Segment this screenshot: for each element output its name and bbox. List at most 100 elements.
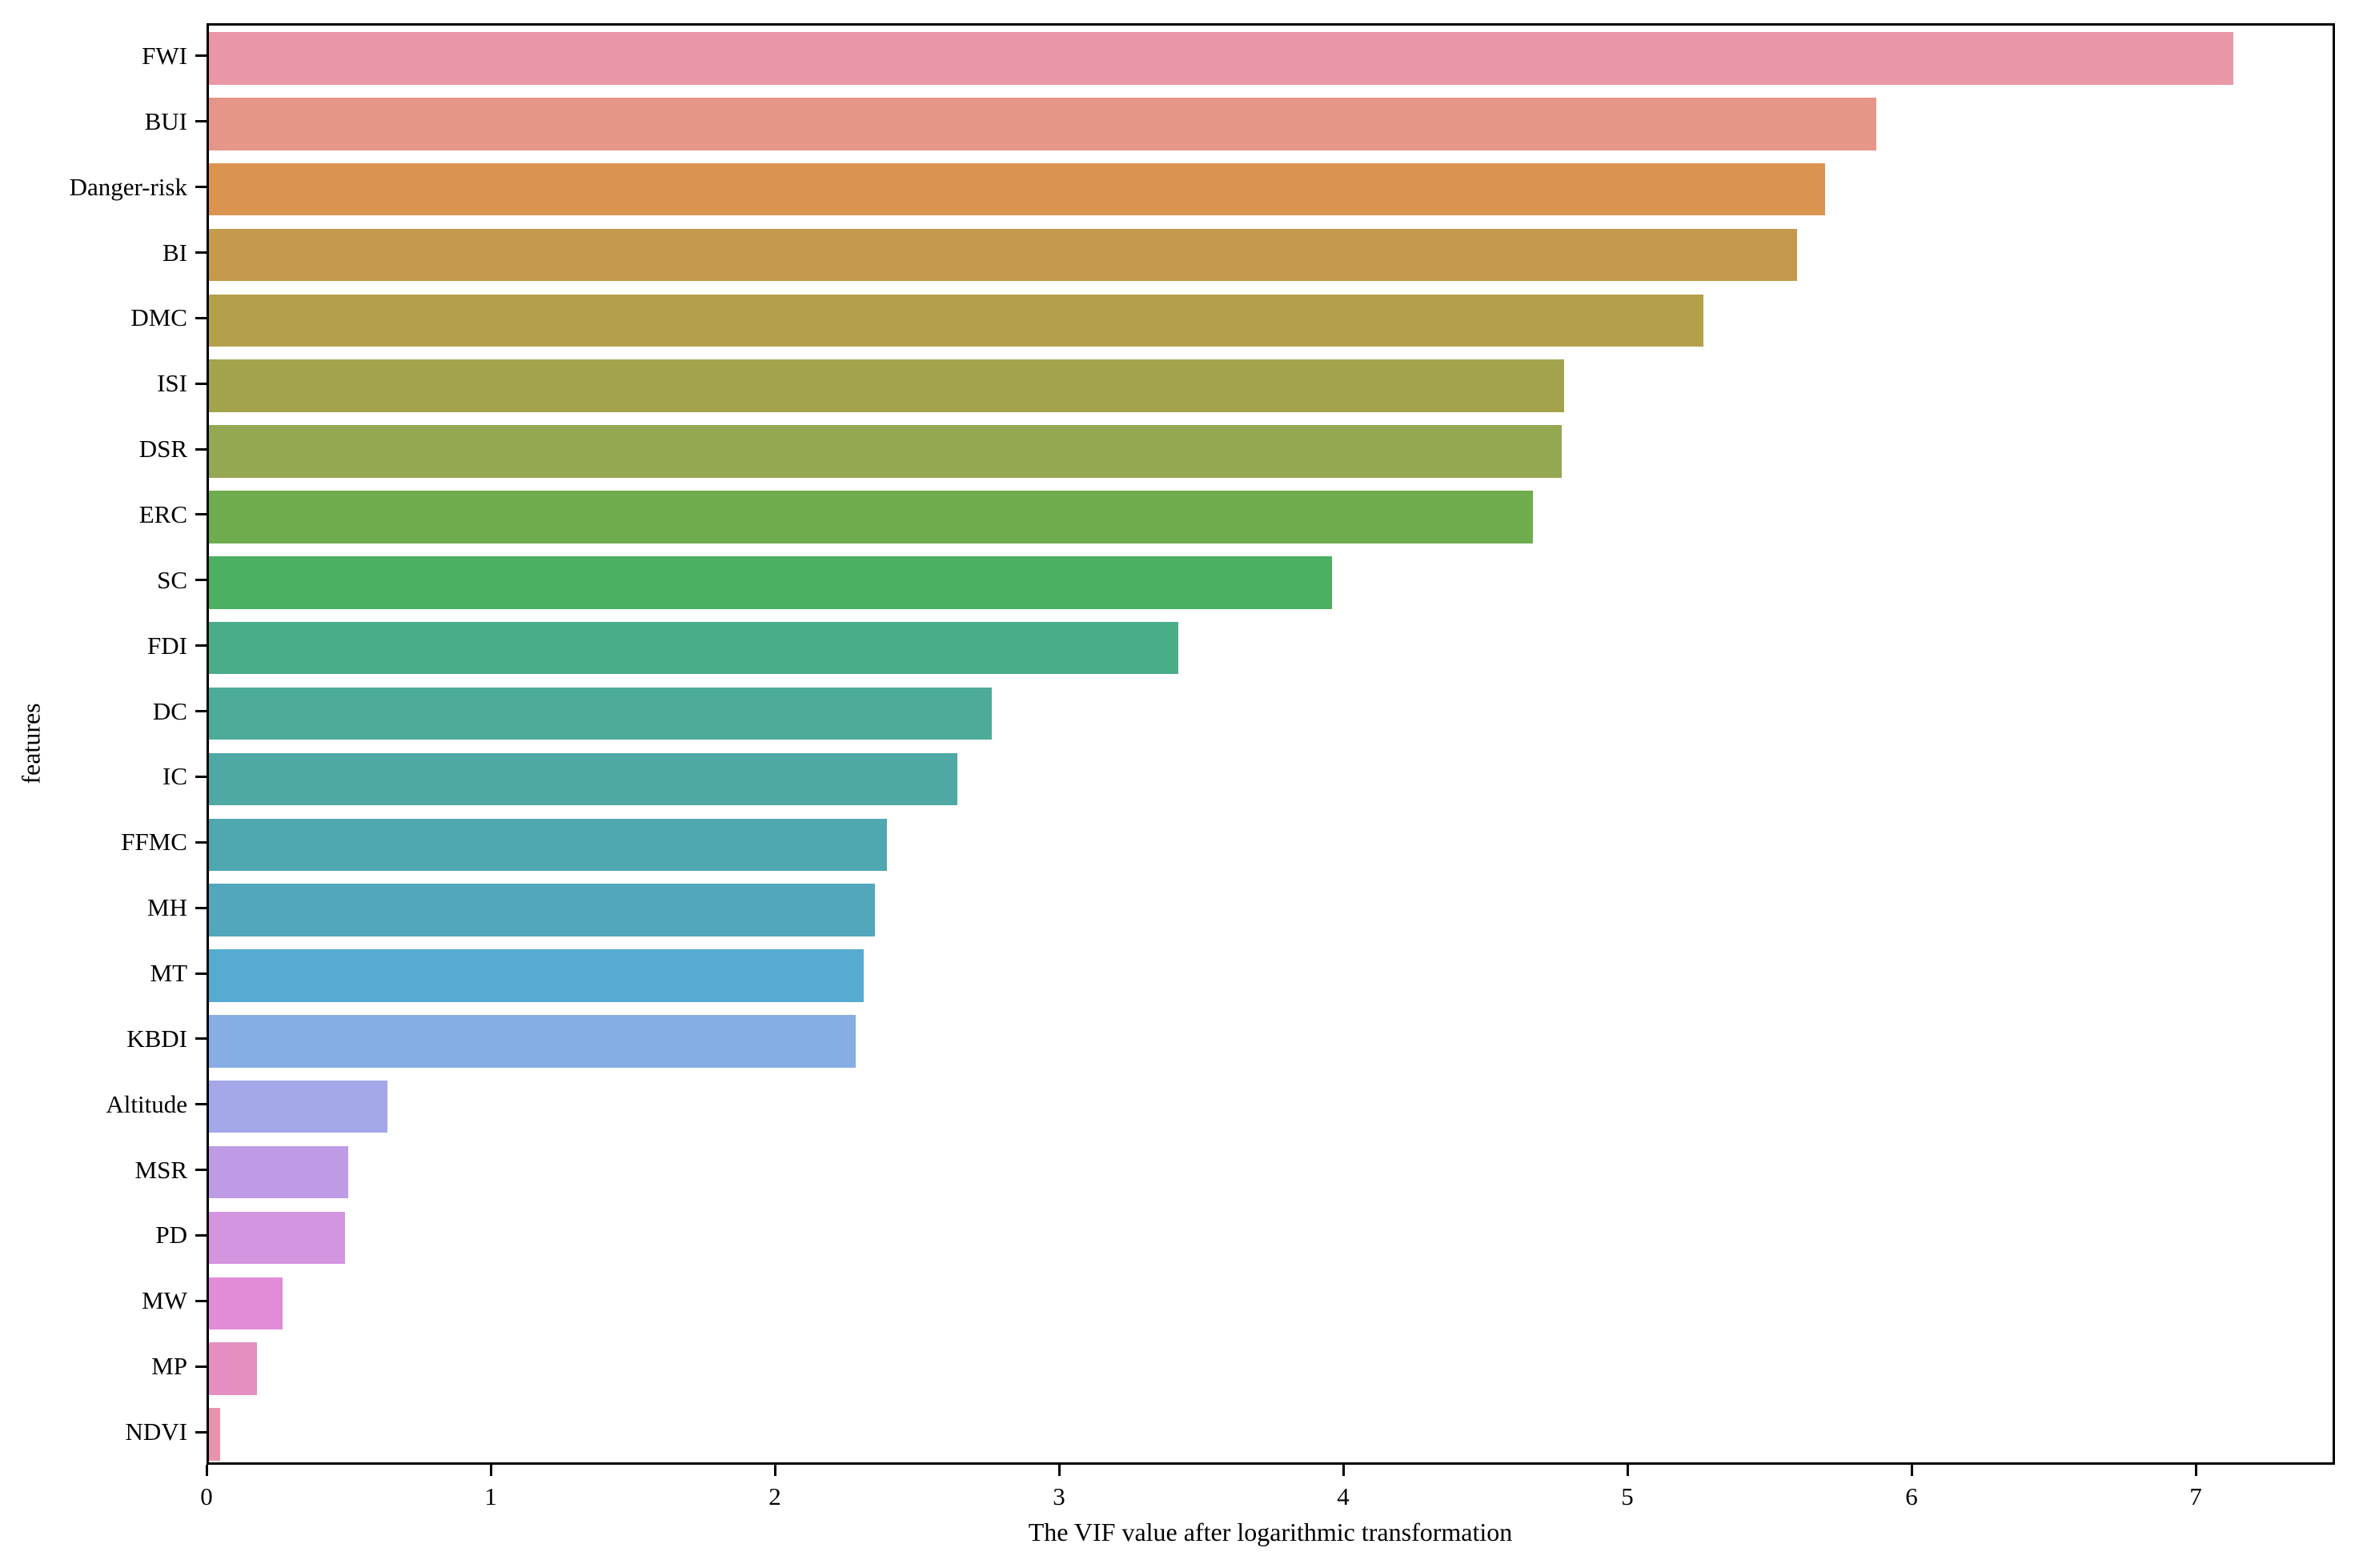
x-tick-mark bbox=[1910, 1465, 1913, 1476]
y-tick-mark bbox=[195, 513, 207, 516]
bar-MP bbox=[209, 1342, 258, 1395]
y-tick-label: ERC bbox=[138, 499, 187, 528]
y-tick-mark bbox=[195, 186, 207, 189]
bar-BI bbox=[209, 228, 1797, 282]
bar-SC bbox=[209, 556, 1332, 609]
y-tick-label: MSR bbox=[134, 1155, 187, 1184]
bar-row bbox=[209, 91, 2333, 157]
bar-MT bbox=[209, 949, 865, 1002]
bar-row bbox=[209, 1336, 2333, 1402]
y-tick-mark bbox=[195, 447, 207, 451]
y-tick-label: MP bbox=[151, 1352, 187, 1381]
x-tick-mark bbox=[489, 1465, 492, 1476]
y-tick-mark bbox=[195, 1233, 207, 1237]
bar-DSR bbox=[209, 425, 1562, 478]
x-tick-label: 7 bbox=[2189, 1482, 2202, 1510]
bar-BUI bbox=[209, 98, 1876, 150]
bar-IC bbox=[209, 752, 958, 806]
y-tick-label: MW bbox=[142, 1286, 187, 1315]
y-tick-mark bbox=[195, 710, 207, 713]
x-tick-mark bbox=[205, 1465, 208, 1476]
y-tick-label: Altitude bbox=[106, 1089, 187, 1118]
y-tick-mark bbox=[195, 972, 207, 975]
y-tick-label: FDI bbox=[147, 631, 187, 660]
bar-NDVI bbox=[209, 1408, 221, 1461]
y-tick-label: BI bbox=[162, 238, 187, 267]
bar-DMC bbox=[209, 294, 1703, 347]
bar-row bbox=[209, 616, 2333, 681]
y-tick-label: ISI bbox=[157, 369, 187, 398]
x-tick-mark bbox=[1342, 1465, 1345, 1476]
y-tick-label: FWI bbox=[142, 41, 187, 70]
y-tick-label: SC bbox=[157, 565, 187, 594]
y-tick-mark bbox=[195, 579, 207, 582]
bar-row bbox=[209, 484, 2333, 550]
x-tick-label: 2 bbox=[768, 1482, 781, 1510]
bar-KBDI bbox=[209, 1015, 856, 1068]
y-tick-label: DC bbox=[152, 696, 187, 725]
bar-row bbox=[209, 747, 2333, 812]
bar-DC bbox=[209, 687, 992, 740]
bar-row bbox=[209, 812, 2333, 877]
y-tick-label: DSR bbox=[138, 435, 187, 463]
y-tick-label: KBDI bbox=[126, 1024, 187, 1053]
bar-row bbox=[209, 1074, 2333, 1140]
bar-row bbox=[209, 287, 2333, 353]
y-tick-label: NDVI bbox=[125, 1418, 188, 1446]
y-tick-mark bbox=[195, 382, 207, 385]
bar-row bbox=[209, 1205, 2333, 1271]
y-tick-mark bbox=[195, 1365, 207, 1368]
y-tick-mark bbox=[195, 1430, 207, 1434]
bar-FFMC bbox=[209, 818, 887, 872]
y-tick-mark bbox=[195, 644, 207, 648]
x-tick-label: 3 bbox=[1053, 1482, 1065, 1510]
x-tick-label: 4 bbox=[1337, 1482, 1350, 1510]
bar-MSR bbox=[209, 1145, 348, 1199]
y-tick-label: MT bbox=[150, 959, 188, 988]
bar-row bbox=[209, 877, 2333, 943]
plot-area bbox=[207, 23, 2335, 1465]
y-tick-mark bbox=[195, 1037, 207, 1041]
bar-row bbox=[209, 550, 2333, 616]
bar-row bbox=[209, 1402, 2333, 1467]
bar-row bbox=[209, 1270, 2333, 1336]
bar-PD bbox=[209, 1211, 346, 1265]
x-tick-mark bbox=[1626, 1465, 1629, 1476]
y-tick-label: DMC bbox=[130, 303, 187, 332]
y-tick-label: IC bbox=[162, 762, 187, 791]
x-tick-label: 1 bbox=[484, 1482, 497, 1510]
bar-ISI bbox=[209, 359, 1565, 412]
y-tick-mark bbox=[195, 775, 207, 778]
bar-row bbox=[209, 223, 2333, 288]
x-tick-label: 5 bbox=[1621, 1482, 1634, 1510]
bar-row bbox=[209, 26, 2333, 91]
bar-FWI bbox=[209, 32, 2234, 85]
bar-ERC bbox=[209, 491, 1534, 543]
x-tick-mark bbox=[773, 1465, 776, 1476]
bar-row bbox=[209, 157, 2333, 223]
bar-FDI bbox=[209, 621, 1179, 675]
y-tick-label: BUI bbox=[144, 106, 187, 135]
bar-row bbox=[209, 419, 2333, 484]
bar-row bbox=[209, 1140, 2333, 1205]
bar-row bbox=[209, 943, 2333, 1009]
y-tick-mark bbox=[195, 906, 207, 909]
y-tick-label: Danger-risk bbox=[69, 172, 187, 201]
y-tick-mark bbox=[195, 1299, 207, 1302]
y-tick-label: MH bbox=[147, 893, 187, 922]
bar-row bbox=[209, 1009, 2333, 1074]
bar-Danger-risk bbox=[209, 162, 1825, 216]
x-tick-label: 0 bbox=[200, 1482, 213, 1510]
bar-row bbox=[209, 353, 2333, 419]
bar-MW bbox=[209, 1277, 283, 1330]
bar-row bbox=[209, 681, 2333, 747]
x-tick-mark bbox=[1057, 1465, 1061, 1476]
x-axis-label: The VIF value after logarithmic transfor… bbox=[1028, 1518, 1513, 1546]
y-tick-mark bbox=[195, 54, 207, 58]
bar-MH bbox=[209, 884, 876, 936]
y-tick-mark bbox=[195, 251, 207, 255]
y-tick-mark bbox=[195, 1169, 207, 1172]
y-tick-mark bbox=[195, 120, 207, 123]
y-tick-mark bbox=[195, 840, 207, 844]
